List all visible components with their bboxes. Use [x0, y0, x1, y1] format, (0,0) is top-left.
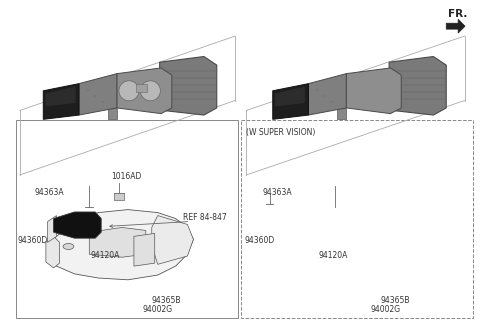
Text: 94120A: 94120A	[90, 251, 120, 260]
Polygon shape	[337, 108, 346, 119]
Bar	[241, 120, 473, 318]
Circle shape	[119, 81, 139, 101]
Text: 94002G: 94002G	[371, 304, 401, 314]
Polygon shape	[446, 19, 465, 33]
Text: 94360D: 94360D	[245, 236, 275, 246]
Polygon shape	[79, 74, 117, 115]
Ellipse shape	[63, 244, 74, 250]
Circle shape	[140, 81, 160, 101]
Polygon shape	[346, 68, 401, 113]
Polygon shape	[46, 87, 75, 107]
Polygon shape	[48, 215, 57, 242]
Text: 94363A: 94363A	[35, 188, 64, 197]
FancyBboxPatch shape	[136, 84, 147, 92]
Polygon shape	[134, 233, 155, 266]
Text: (W SUPER VISION): (W SUPER VISION)	[246, 128, 316, 137]
Text: 1016AD: 1016AD	[111, 172, 142, 181]
Text: 94360D: 94360D	[17, 236, 48, 246]
Polygon shape	[160, 57, 217, 115]
Polygon shape	[275, 87, 305, 107]
Text: 94365B: 94365B	[152, 297, 181, 305]
Text: 94365B: 94365B	[380, 297, 410, 305]
Text: REF 84-847: REF 84-847	[183, 213, 227, 222]
Text: 94120A: 94120A	[319, 251, 348, 260]
Polygon shape	[89, 228, 146, 257]
Polygon shape	[152, 215, 193, 264]
Polygon shape	[117, 68, 172, 113]
Polygon shape	[43, 84, 79, 119]
Polygon shape	[309, 74, 346, 115]
Polygon shape	[108, 108, 117, 119]
Polygon shape	[54, 212, 101, 238]
Text: FR.: FR.	[448, 9, 468, 19]
Text: 94363A: 94363A	[263, 188, 292, 197]
Polygon shape	[46, 236, 60, 268]
Text: 94002G: 94002G	[143, 304, 173, 314]
Bar	[114, 193, 123, 200]
Polygon shape	[273, 84, 309, 119]
Polygon shape	[48, 210, 193, 280]
Bar	[16, 120, 238, 318]
Polygon shape	[389, 57, 446, 115]
